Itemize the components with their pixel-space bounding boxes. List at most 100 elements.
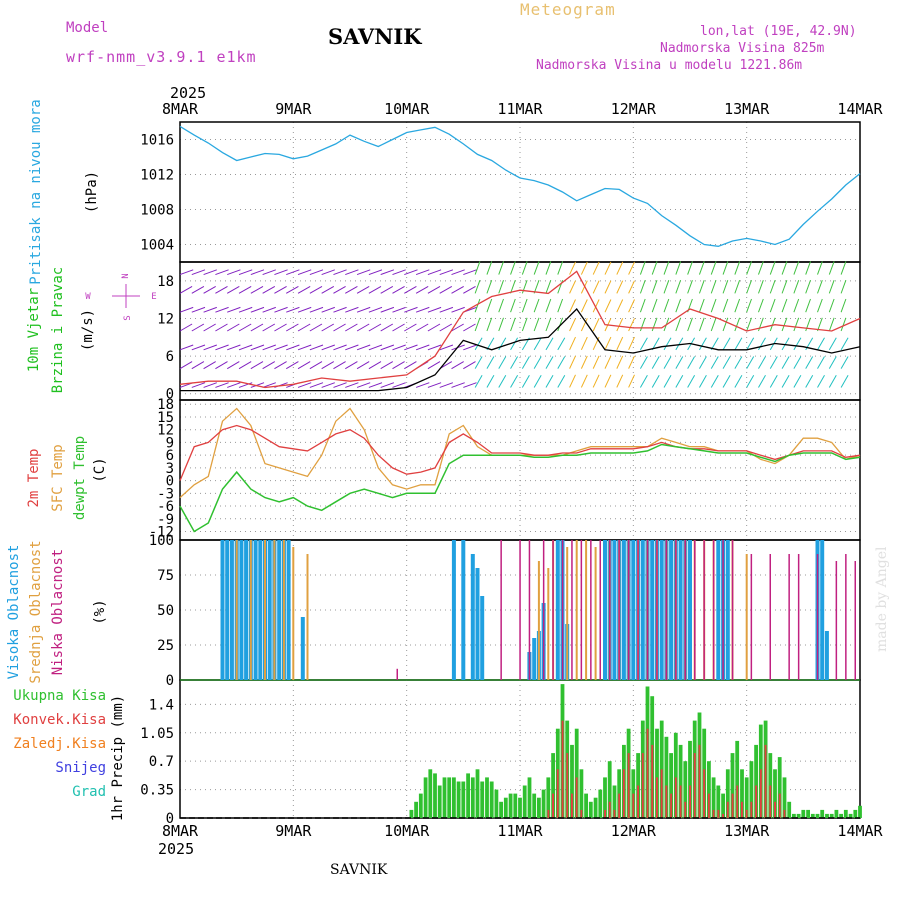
- wind-arrow: [722, 317, 729, 332]
- wind-arrow: [557, 261, 564, 275]
- y-tick-label: 1004: [140, 238, 174, 254]
- precip-convective-bar: [660, 769, 663, 818]
- x-tick-label-top: 13MAR: [724, 100, 770, 118]
- wind-arrow: [580, 336, 588, 351]
- wind-arrow: [569, 336, 576, 351]
- wind-arrow: [746, 298, 752, 313]
- precip-convective-bar: [698, 744, 701, 818]
- wind-arrow: [333, 306, 347, 313]
- wind-arrow: [687, 375, 696, 388]
- precip-total-bar: [792, 813, 796, 818]
- cloud-bar: [575, 540, 578, 680]
- wind-arrow: [592, 261, 600, 275]
- x-tick-label-bottom: 14MAR: [837, 822, 883, 840]
- cloud-bar: [845, 554, 847, 680]
- wind-arrow: [675, 280, 682, 294]
- wind-arrow: [250, 285, 264, 294]
- wind-arrow: [533, 261, 540, 275]
- wind-arrow: [639, 375, 648, 388]
- wind-arrow: [769, 375, 778, 388]
- precip-total-bar: [673, 732, 678, 818]
- wind-arrow: [203, 306, 217, 313]
- wind-arrow: [262, 361, 276, 370]
- wind-arrow: [451, 361, 464, 370]
- wind-arrow: [439, 269, 454, 276]
- wind-arrow: [710, 261, 717, 275]
- wind-arrow: [651, 298, 658, 313]
- wind-arrow: [262, 285, 276, 294]
- cloud-bar: [470, 554, 475, 680]
- precip-convective-bar: [571, 793, 573, 818]
- precip-total-bar: [546, 777, 551, 818]
- wind-arrow: [439, 382, 454, 388]
- wind-arrow: [439, 344, 454, 351]
- wind-arrow: [179, 285, 193, 294]
- wind-arrow: [215, 344, 229, 351]
- wind-arrow: [463, 269, 477, 276]
- wind-arrow: [840, 317, 847, 332]
- precip-convective-bar: [750, 801, 753, 818]
- x-tick-label-top: 9MAR: [275, 100, 312, 118]
- wind-arrow: [439, 323, 453, 332]
- wind-arrow: [451, 382, 465, 388]
- cloud-bar: [854, 561, 856, 680]
- wind-arrow: [415, 344, 430, 351]
- wind-arrow: [592, 280, 600, 294]
- wind-arrow: [687, 280, 693, 294]
- wind-arrow: [734, 317, 741, 332]
- precip-total-bar: [485, 777, 489, 818]
- wind-arrow: [392, 306, 406, 313]
- precip-convective-bar: [604, 809, 606, 818]
- cloud-bar: [235, 540, 238, 680]
- wind-arrow: [781, 298, 788, 313]
- y-tick-label: 0: [166, 673, 174, 689]
- wind-arrow: [781, 261, 788, 275]
- wind-arrow: [722, 337, 731, 351]
- precip-total-bar: [461, 781, 466, 818]
- wind-arrow: [699, 375, 707, 388]
- wind-arrow: [533, 356, 542, 369]
- precip-convective-bar: [637, 785, 639, 818]
- precip-total-bar: [541, 789, 546, 818]
- y-tick-label: 1008: [140, 203, 174, 219]
- wind-arrow: [356, 382, 371, 388]
- y-tick-label: 3: [166, 461, 174, 477]
- wind-arrow: [639, 337, 648, 351]
- wind-arrow: [309, 306, 324, 313]
- cloud-bar: [267, 540, 272, 680]
- wind-arrow: [510, 261, 516, 275]
- cloud-bar: [609, 540, 611, 680]
- wind-arrow: [250, 306, 265, 313]
- wind-arrow: [722, 280, 729, 294]
- wind-arrow: [486, 337, 495, 351]
- wind-arrow: [557, 356, 566, 369]
- wind-arrow: [309, 269, 324, 276]
- wind-arrow: [486, 298, 493, 313]
- wind-arrow: [545, 280, 552, 294]
- wind-arrow: [628, 336, 635, 351]
- wind-arrow: [380, 323, 394, 332]
- wind-arrow: [262, 323, 276, 332]
- wind-arrow: [793, 317, 800, 332]
- wind-arrow: [699, 337, 707, 351]
- wind-arrow: [215, 285, 228, 294]
- wind-arrow: [628, 355, 635, 369]
- wind-arrow: [828, 375, 837, 388]
- cloud-bar: [542, 540, 545, 680]
- wind-arrow: [415, 323, 429, 332]
- wind-arrow: [238, 269, 253, 276]
- precip-total-bar: [522, 785, 527, 818]
- precip-total-bar: [414, 801, 418, 818]
- x-tick-label-top: 8MAR: [162, 100, 199, 118]
- cloud-bar: [745, 554, 748, 680]
- precip-total-bar: [801, 809, 806, 818]
- wind-arrow: [687, 261, 693, 275]
- wind-arrow: [309, 361, 323, 370]
- wind-arrow: [345, 344, 359, 351]
- wind-arrow: [746, 356, 755, 369]
- wind-arrow: [698, 280, 705, 294]
- precip-total-bar: [829, 813, 834, 818]
- wind-arrow: [380, 269, 395, 276]
- wind-arrow: [226, 361, 240, 370]
